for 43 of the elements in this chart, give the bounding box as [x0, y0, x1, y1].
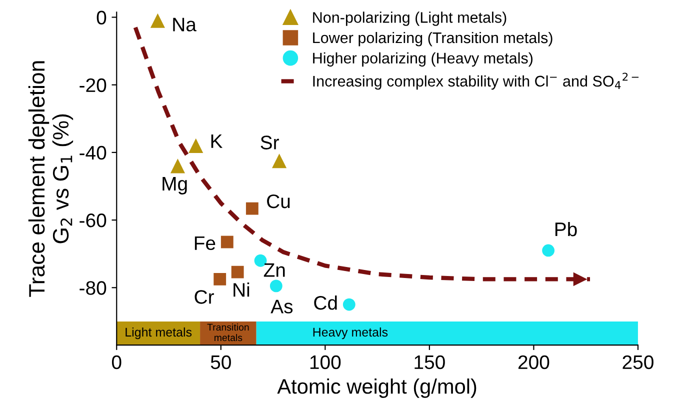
- point: [220, 236, 234, 248]
- y-axis-title: Trace element depletion G$_{2}$ vs G$_{1}$ (%): [28, 61, 74, 297]
- point: [150, 13, 165, 28]
- legend-label: Non-polarizing (Light metals): [313, 12, 506, 26]
- annotation: Ni: [234, 282, 250, 297]
- x-tick-label: 250: [622, 355, 654, 370]
- y-tick-label: -40: [80, 146, 106, 160]
- annotation: Mg: [162, 177, 187, 194]
- x-tick-label: 50: [210, 355, 231, 370]
- x-tick-label: 0: [112, 355, 122, 370]
- annotation: Pb: [555, 222, 577, 236]
- point: [214, 272, 226, 286]
- annotation: As: [270, 300, 293, 314]
- y-tick-label: 0: [96, 10, 106, 24]
- point: [170, 158, 186, 174]
- point: [542, 244, 555, 257]
- x-tick-label: 200: [518, 355, 550, 370]
- point: [272, 154, 287, 168]
- x-tick-label: 100: [310, 355, 341, 370]
- annotation: K: [211, 134, 223, 148]
- annotation: Cd: [314, 295, 337, 310]
- annotation: Fe: [194, 236, 216, 250]
- point: [231, 266, 244, 278]
- point: [270, 280, 282, 292]
- band-label: Transition metals: [207, 324, 249, 342]
- annotation: Zn: [264, 263, 285, 277]
- annotation: Sr: [260, 136, 279, 150]
- x-tick-label: 150: [414, 355, 445, 370]
- band-label: Heavy metals: [313, 327, 388, 340]
- legend-label: Higher polarizing (Heavy metals): [313, 52, 532, 67]
- annotation: Cr: [194, 290, 214, 304]
- y-tick-label: -20: [80, 78, 106, 92]
- point: [246, 202, 258, 215]
- y-tick-label: -80: [80, 281, 106, 295]
- point: [188, 138, 204, 153]
- point: [342, 298, 356, 311]
- x-axis-title: Atomic weight (g/mol): [277, 378, 476, 398]
- y-tick-label: -60: [80, 214, 106, 228]
- annotation: Na: [173, 18, 196, 32]
- annotation: Cu: [267, 194, 290, 208]
- band-label: Light metals: [126, 327, 192, 340]
- legend-label: Increasing complex stability with Cl$^{−}$ and SO$_{4}$$^{2−}$: [313, 72, 639, 90]
- legend-label: Lower polarizing (Transition metals): [313, 32, 552, 46]
